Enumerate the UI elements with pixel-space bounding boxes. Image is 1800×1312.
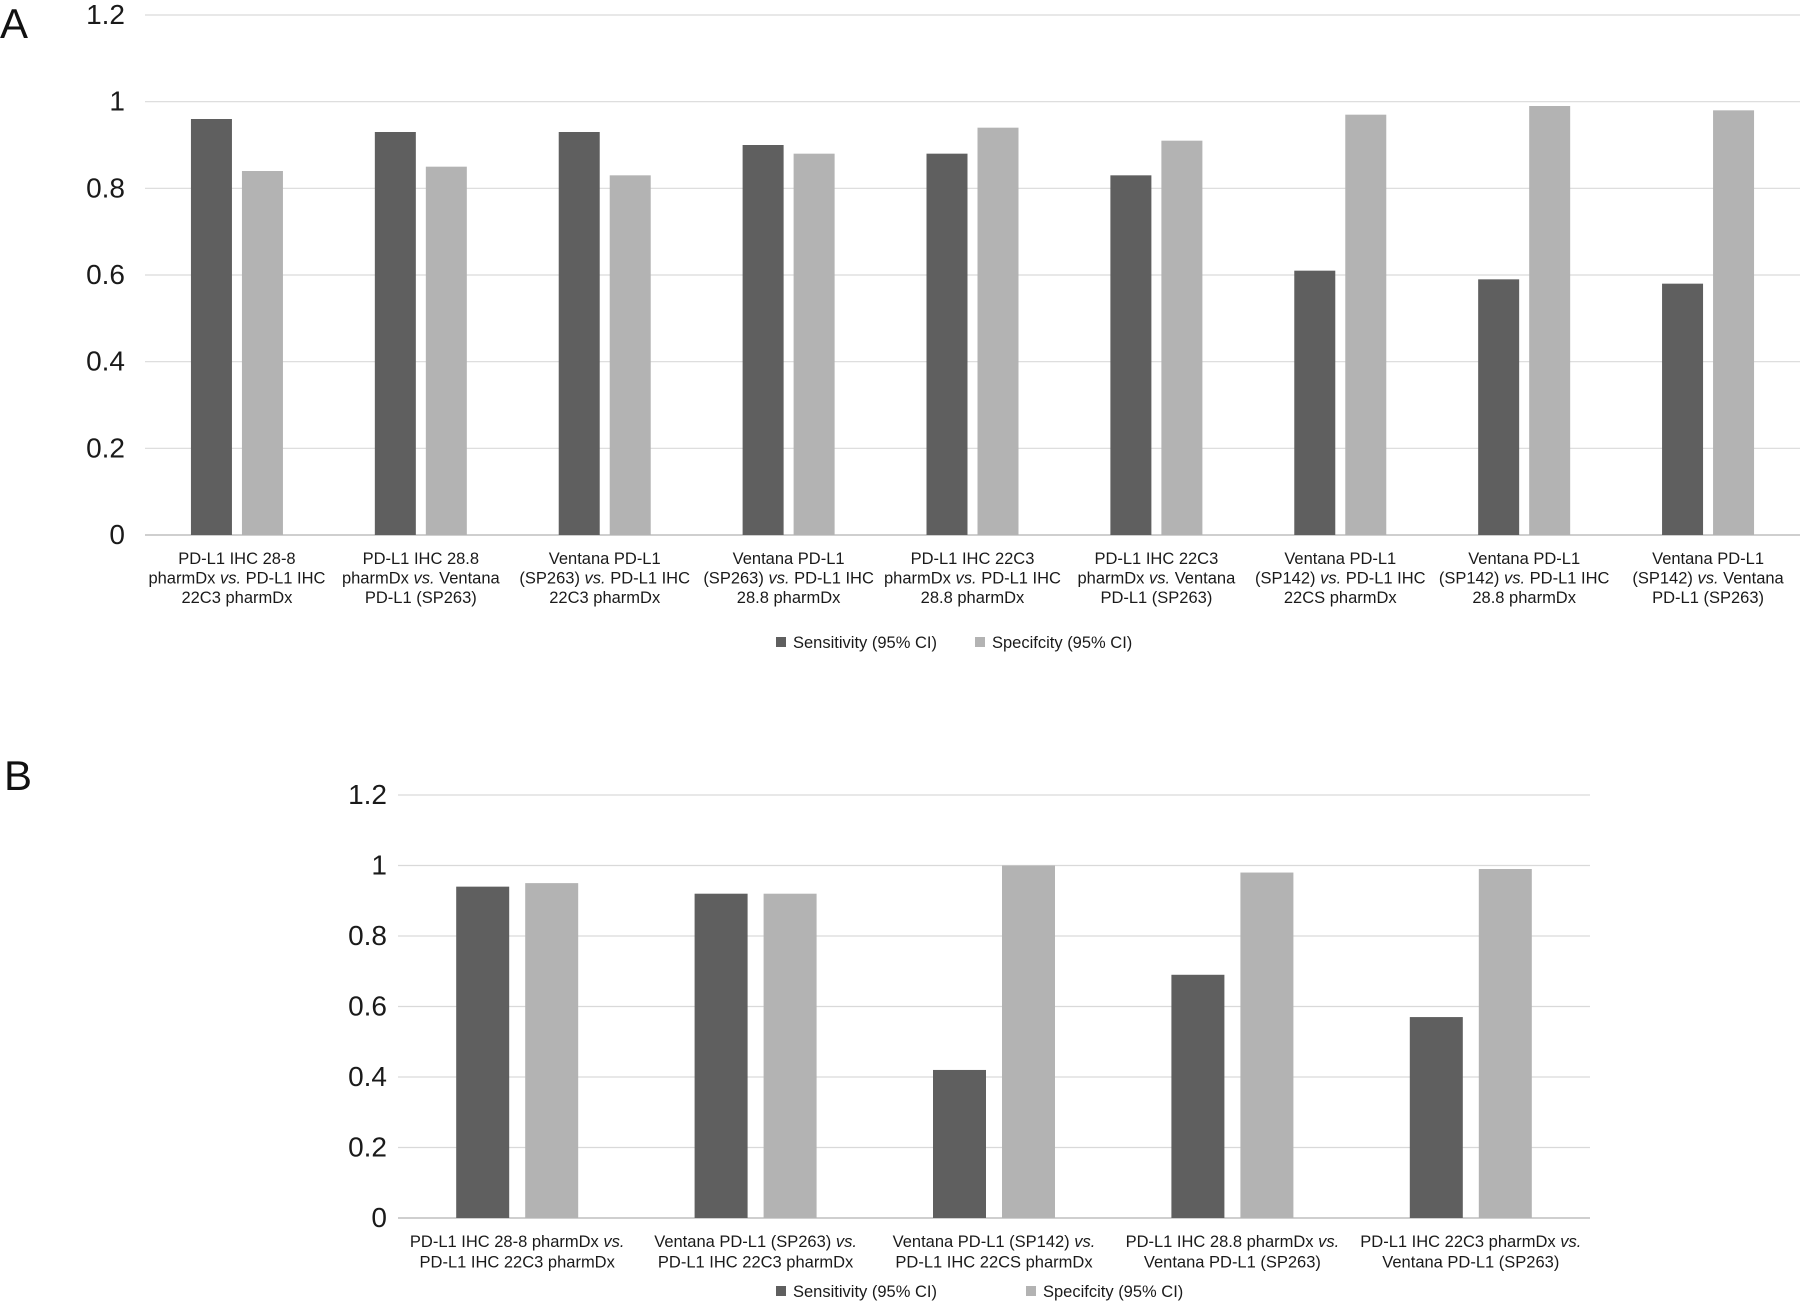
category-label: Ventana PD-L1 [549, 550, 661, 568]
y-tick-label: 0 [371, 1202, 387, 1233]
category-label: PD-L1 IHC 28-8 [178, 550, 295, 568]
bar-sensitivity [374, 132, 416, 535]
bar-specificity [1529, 106, 1571, 535]
bar-specificity [525, 883, 579, 1218]
y-tick-label: 0.2 [348, 1132, 387, 1163]
bar-specificity [1002, 865, 1055, 1218]
category-label: PD-L1 IHC 28.8 [363, 550, 479, 568]
y-tick-label: 1.2 [86, 0, 125, 30]
bar-sensitivity [1110, 175, 1152, 536]
bar-sensitivity [456, 886, 510, 1218]
category-label: Ventana PD-L1 (SP142) vs. [893, 1233, 1096, 1251]
category-label: Ventana PD-L1 [1284, 550, 1396, 568]
y-tick-label: 0.2 [86, 432, 125, 463]
bar-specificity [425, 166, 467, 535]
bar-specificity [1478, 869, 1532, 1218]
category-label: PD-L1 IHC 22C3 [911, 550, 1035, 568]
legend-label: Specifcity (95% CI) [1043, 1283, 1183, 1301]
panel-letter: B [4, 752, 32, 799]
bar-sensitivity [1662, 283, 1704, 535]
bar-sensitivity [742, 145, 784, 535]
bar-specificity [1713, 110, 1755, 535]
bar-specificity [1240, 872, 1294, 1218]
category-label: (SP142) vs. PD-L1 IHC [1439, 570, 1610, 588]
y-tick-label: 0.8 [348, 920, 387, 951]
category-label: PD-L1 IHC 22C3 pharmDx vs. [1360, 1233, 1581, 1251]
bar-sensitivity [558, 132, 600, 535]
panel-letter: A [0, 0, 28, 47]
category-label: (SP263) vs. PD-L1 IHC [519, 570, 690, 588]
category-label: pharmDx vs. PD-L1 IHC [148, 570, 325, 588]
bar-specificity [977, 127, 1019, 536]
category-label: 22CS pharmDx [1284, 589, 1398, 607]
category-label: (SP142) vs. Ventana [1632, 570, 1784, 588]
y-tick-label: 0 [109, 519, 125, 550]
category-label: Ventana PD-L1 [1652, 550, 1764, 568]
y-tick-label: 0.4 [348, 1061, 387, 1092]
category-label: PD-L1 (SP263) [1652, 589, 1764, 607]
category-label: Ventana PD-L1 (SP263) vs. [654, 1233, 857, 1251]
bar-specificity [1161, 140, 1203, 535]
category-label: PD-L1 (SP263) [365, 589, 477, 607]
category-label: PD-L1 IHC 22CS pharmDx [895, 1254, 1093, 1272]
legend: Sensitivity (95% CI) Specifcity (95% CI) [776, 634, 1132, 652]
bar-sensitivity [1409, 1017, 1463, 1218]
legend-swatch [1026, 1286, 1036, 1296]
category-label: Ventana PD-L1 (SP263) [1382, 1254, 1559, 1272]
legend-label: Specifcity (95% CI) [992, 634, 1132, 652]
category-label: 22C3 pharmDx [549, 589, 661, 607]
chart-panel-a: A 0 0.2 0.4 0.6 0.8 1 1.2 PD-L1 IHC 28-8 pharmDx … [0, 0, 1800, 652]
category-label: (SP142) vs. PD-L1 IHC [1255, 570, 1426, 588]
bar-specificity [609, 175, 651, 536]
bar-sensitivity [694, 893, 748, 1218]
bar-sensitivity [1171, 974, 1225, 1218]
legend: Sensitivity (95% CI) Specifcity (95% CI) [776, 1283, 1183, 1301]
bar-specificity [763, 893, 817, 1218]
category-label: pharmDx vs. Ventana [1077, 570, 1236, 588]
y-tick-label: 0.6 [348, 991, 387, 1022]
category-label: 28.8 pharmDx [921, 589, 1025, 607]
y-tick-label: 0.4 [86, 346, 125, 377]
bar-sensitivity [933, 1069, 986, 1218]
bar-sensitivity [1478, 279, 1520, 535]
category-label: pharmDx vs. PD-L1 IHC [884, 570, 1061, 588]
bar-sensitivity [1294, 270, 1336, 535]
category-label: 22C3 pharmDx [181, 589, 293, 607]
y-tick-label: 0.8 [86, 172, 125, 203]
y-tick-label: 1 [109, 86, 125, 117]
legend-swatch [975, 637, 985, 647]
category-label: PD-L1 IHC 28.8 pharmDx vs. [1126, 1233, 1340, 1251]
category-label: PD-L1 IHC 28-8 pharmDx vs. [410, 1233, 625, 1251]
bar-specificity [241, 171, 283, 535]
legend-label: Sensitivity (95% CI) [793, 1283, 937, 1301]
category-label: Ventana PD-L1 [1468, 550, 1580, 568]
legend-swatch [776, 637, 786, 647]
category-label: PD-L1 (SP263) [1100, 589, 1212, 607]
bar-sensitivity [926, 153, 968, 535]
category-label: Ventana PD-L1 (SP263) [1144, 1254, 1321, 1272]
y-tick-label: 1.2 [348, 779, 387, 810]
chart-panel-b: B 0 0.2 0.4 0.6 0.8 1 1.2 PD-L1 IHC 28-8 pharmDx… [4, 752, 1590, 1301]
bar-sensitivity [190, 119, 232, 535]
category-label: Ventana PD-L1 [733, 550, 845, 568]
bar-specificity [1345, 114, 1387, 536]
category-label: PD-L1 IHC 22C3 pharmDx [420, 1254, 616, 1272]
legend-label: Sensitivity (95% CI) [793, 634, 937, 652]
category-label: 28.8 pharmDx [1472, 589, 1576, 607]
category-label: 28.8 pharmDx [737, 589, 841, 607]
bar-specificity [793, 153, 835, 535]
y-tick-label: 0.6 [86, 259, 125, 290]
category-label: PD-L1 IHC 22C3 pharmDx [658, 1254, 854, 1272]
legend-swatch [776, 1286, 786, 1296]
category-label: (SP263) vs. PD-L1 IHC [703, 570, 874, 588]
category-label: pharmDx vs. Ventana [342, 570, 501, 588]
y-tick-label: 1 [371, 850, 387, 881]
category-label: PD-L1 IHC 22C3 [1094, 550, 1218, 568]
